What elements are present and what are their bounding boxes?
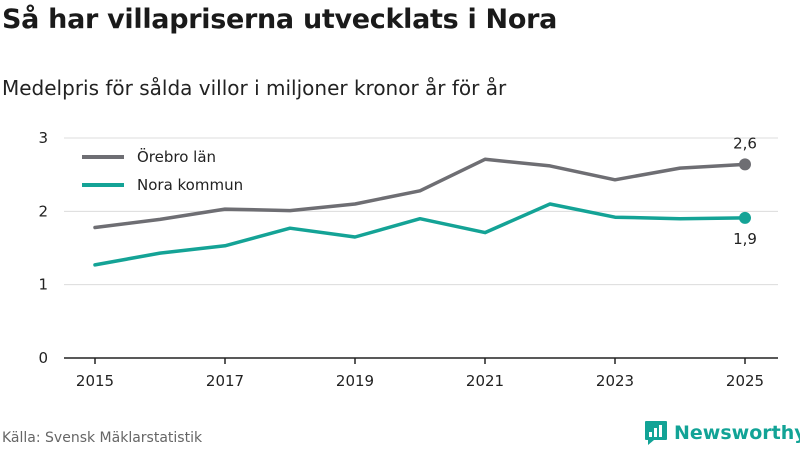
y-tick-label-0: 0 xyxy=(38,349,48,367)
chart-title: Så har villapriserna utvecklats i Nora xyxy=(2,4,558,35)
legend-label-orebro: Örebro län xyxy=(137,147,216,166)
series-end-point-orebro xyxy=(739,158,751,171)
series-line-orebro xyxy=(93,157,747,230)
series-end-point-nora xyxy=(739,211,751,224)
x-tick-label-2023: 2023 xyxy=(596,372,634,390)
x-tick-label-2025: 2025 xyxy=(726,372,764,390)
series-end-label-orebro: 2,6 xyxy=(733,134,757,152)
y-tick-label-1: 1 xyxy=(38,276,48,294)
x-tick-label-2015: 2015 xyxy=(76,372,114,390)
series-line-nora xyxy=(93,202,747,267)
newsworthy-icon xyxy=(645,421,667,445)
chart-subtitle: Medelpris för sålda villor i miljoner kr… xyxy=(2,76,507,100)
source-text: Källa: Svensk Mäklarstatistik xyxy=(2,430,203,446)
y-tick-label-2: 2 xyxy=(38,202,48,220)
legend-label-nora: Nora kommun xyxy=(137,176,243,194)
x-tick-label-2019: 2019 xyxy=(336,372,374,390)
brand-name: Newsworthy xyxy=(674,422,800,444)
newsworthy-logo: Newsworthy xyxy=(644,420,800,446)
x-tick-label-2017: 2017 xyxy=(206,372,244,390)
series-end-label-nora: 1,9 xyxy=(733,230,757,248)
x-tick-label-2021: 2021 xyxy=(466,372,504,390)
y-tick-label-3: 3 xyxy=(38,129,48,147)
